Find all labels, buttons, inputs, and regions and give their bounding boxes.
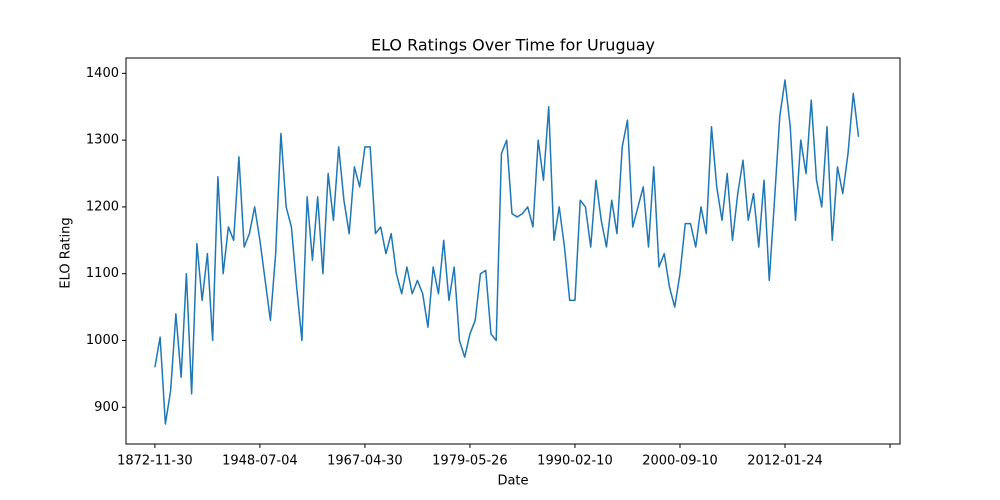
x-tick-label: 1948-07-04 [222,454,298,469]
x-axis-label: Date [497,474,528,489]
y-tick-label: 900 [94,400,119,415]
x-tick-label: 2012-01-24 [747,454,823,469]
x-tick-label: 2000-09-10 [642,454,718,469]
y-tick-label: 1300 [86,133,119,148]
data-line [154,79,860,425]
y-tick-label: 1100 [86,266,119,281]
x-tick-label: 1967-04-30 [327,454,403,469]
y-tick-label: 1000 [86,333,119,348]
x-tick-label: 1872-11-30 [117,454,193,469]
chart-title: ELO Ratings Over Time for Uruguay [371,36,655,55]
x-tick-label: 1990-02-10 [537,454,613,469]
axes-frame [125,57,901,445]
y-axis-label: ELO Rating [59,217,74,288]
x-tick-label: 1979-05-26 [432,454,508,469]
y-tick-label: 1200 [86,199,119,214]
y-tick-label: 1400 [86,66,119,81]
